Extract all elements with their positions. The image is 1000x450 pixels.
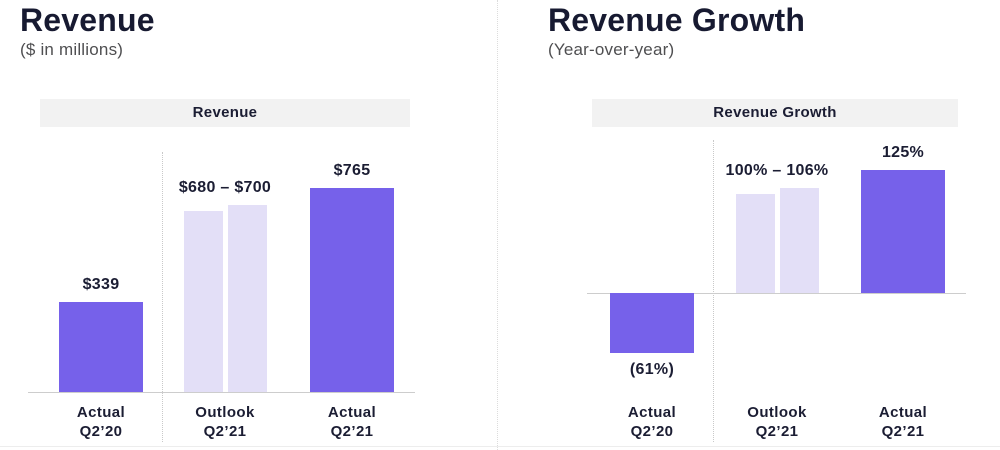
outlook-bar xyxy=(735,194,775,293)
category-label: Actual Q2’21 xyxy=(878,404,928,440)
value-label: $680 – $700 xyxy=(178,179,272,197)
revenue-header-bar: Revenue xyxy=(40,99,410,127)
actual-bar xyxy=(310,188,394,392)
category-label: Actual Q2’20 xyxy=(76,404,126,440)
revenue-growth-panel: Revenue Growth (Year-over-year) Revenue … xyxy=(500,0,1000,450)
category-label: Outlook Q2’21 xyxy=(747,404,807,440)
value-label: $339 xyxy=(82,275,120,293)
outlook-bar xyxy=(779,188,819,293)
value-label: 125% xyxy=(881,143,925,161)
revenue-growth-header-bar: Revenue Growth xyxy=(592,99,958,127)
category-label: Actual Q2’21 xyxy=(327,404,377,440)
value-label: $765 xyxy=(333,162,371,179)
actual-bar xyxy=(861,169,945,293)
revenue-growth-axis-line xyxy=(587,293,966,294)
revenue-growth-chart: (61%) Actual Q2’20 100% – 106% Outlook Q2’21 1… xyxy=(587,140,966,442)
value-label: (61%) xyxy=(629,361,675,379)
revenue-chart: $339 Actual Q2’20 $680 – $700 Outlook Q2’21 $7… xyxy=(28,140,415,442)
revenue-group-separator xyxy=(162,152,163,442)
revenue-panel: Revenue ($ in millions) Revenue $339 Actu… xyxy=(0,0,497,450)
category-label: Actual Q2’20 xyxy=(627,404,677,440)
outlook-bar xyxy=(227,205,267,393)
category-label: Outlook Q2’21 xyxy=(195,404,255,440)
bottom-edge-line xyxy=(0,446,1000,447)
panel-divider xyxy=(497,0,498,450)
revenue-growth-title: Revenue Growth xyxy=(548,2,806,38)
revenue-growth-subtitle: (Year-over-year) xyxy=(548,40,675,59)
revenue-growth-group-separator xyxy=(713,140,714,442)
revenue-subtitle: ($ in millions) xyxy=(20,40,124,59)
outlook-bar xyxy=(183,210,223,392)
actual-bar xyxy=(59,301,143,392)
revenue-axis-line xyxy=(28,392,415,393)
actual-bar xyxy=(610,293,694,354)
revenue-title: Revenue xyxy=(20,2,155,38)
value-label: 100% – 106% xyxy=(725,162,829,180)
